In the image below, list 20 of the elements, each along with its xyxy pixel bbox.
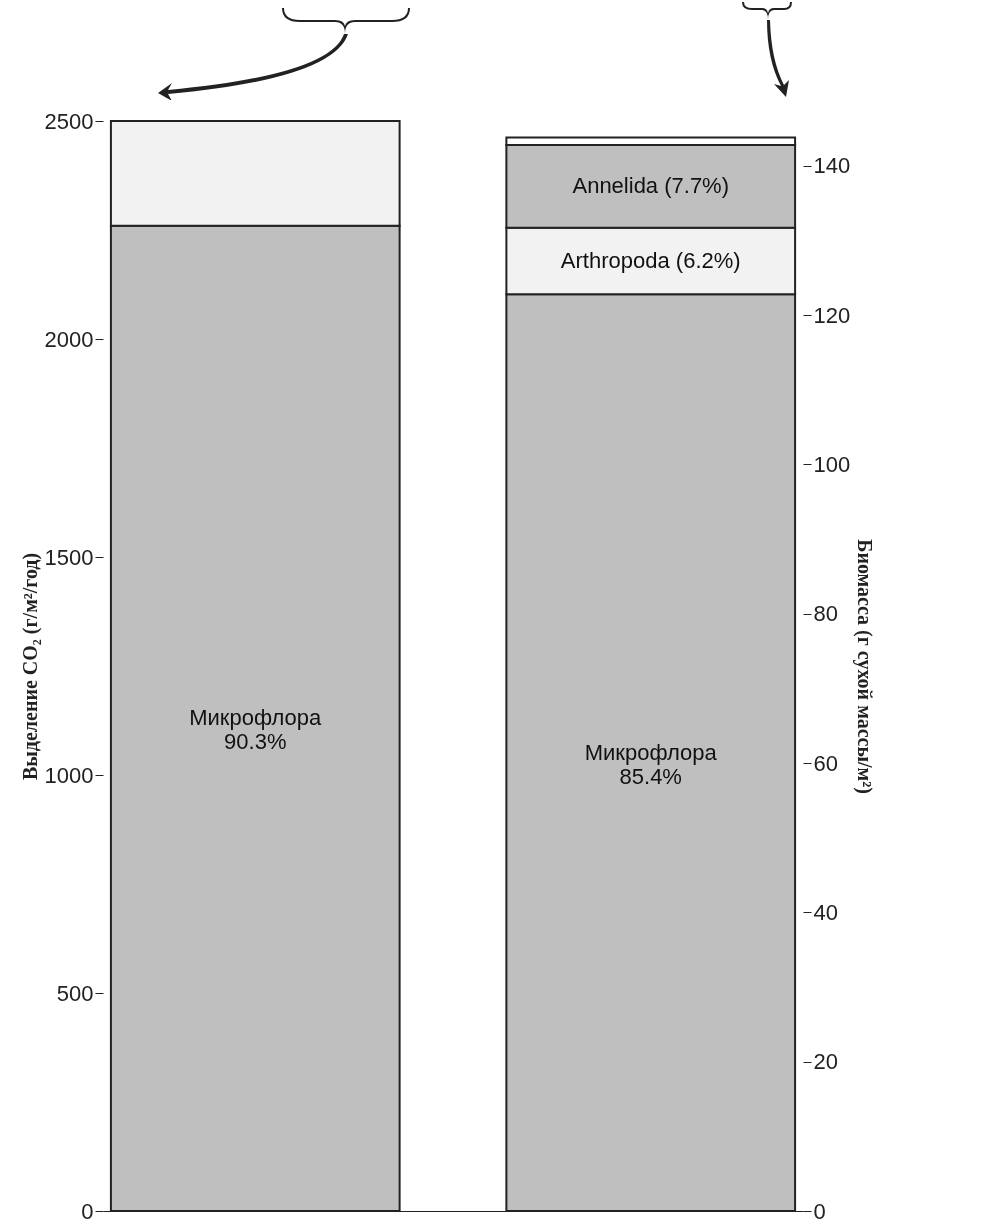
y2-tick-label: 40 <box>813 899 838 925</box>
y-tick-label: 1000 <box>44 762 94 788</box>
series-label: Микрофлора 85.4% <box>584 739 718 789</box>
y2-tick-label: 140 <box>813 153 851 179</box>
y-tick-label: 2500 <box>44 108 94 134</box>
y2-tick-label: 120 <box>813 302 851 328</box>
y-axis-title: Выделение CO₂ (г/м²/год) <box>18 552 42 781</box>
series-label: Annelida (7.7%) <box>572 173 730 199</box>
y2-axis-title: Биомасса (г сухой массы/м²) <box>853 539 877 794</box>
y2-tick-label: 60 <box>813 750 838 776</box>
series-label: Arthropoda (6.2%) <box>560 247 741 273</box>
y-tick-label: 500 <box>56 980 94 1006</box>
y2-tick-label: 20 <box>813 1049 838 1075</box>
y2-tick-label: 0 <box>813 1198 826 1224</box>
series-label: Микрофлора 90.3% <box>189 705 323 755</box>
y-tick-label: 0 <box>81 1198 94 1224</box>
y2-tick-label: 80 <box>813 601 838 627</box>
y-tick-label: 2000 <box>44 326 94 352</box>
y2-tick-label: 100 <box>813 451 851 477</box>
y-tick-label: 1500 <box>44 544 94 570</box>
